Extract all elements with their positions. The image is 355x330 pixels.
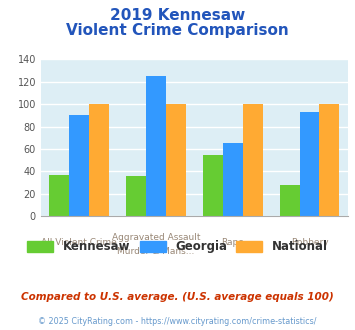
Bar	[320, 104, 339, 216]
Text: Rape: Rape	[221, 238, 244, 248]
Text: All Violent Crime: All Violent Crime	[41, 238, 117, 248]
Bar	[223, 143, 243, 216]
Bar	[166, 104, 186, 216]
Text: © 2025 CityRating.com - https://www.cityrating.com/crime-statistics/: © 2025 CityRating.com - https://www.city…	[38, 317, 317, 326]
Bar	[203, 154, 223, 216]
Legend: Kennesaw, Georgia, National: Kennesaw, Georgia, National	[22, 236, 333, 258]
Bar	[300, 112, 320, 216]
Bar	[69, 115, 89, 216]
Bar	[126, 176, 146, 216]
Text: Robbery: Robbery	[291, 238, 328, 248]
Bar	[146, 76, 166, 216]
Bar	[146, 112, 166, 216]
Text: Violent Crime Comparison: Violent Crime Comparison	[66, 23, 289, 38]
Text: 2019 Kennesaw: 2019 Kennesaw	[110, 8, 245, 23]
Bar	[89, 104, 109, 216]
Text: Compared to U.S. average. (U.S. average equals 100): Compared to U.S. average. (U.S. average …	[21, 292, 334, 302]
Bar	[280, 185, 300, 216]
Text: Murder & Mans...: Murder & Mans...	[117, 247, 195, 256]
Bar	[243, 104, 263, 216]
Text: Aggravated Assault: Aggravated Assault	[112, 233, 200, 242]
Bar	[49, 175, 69, 216]
